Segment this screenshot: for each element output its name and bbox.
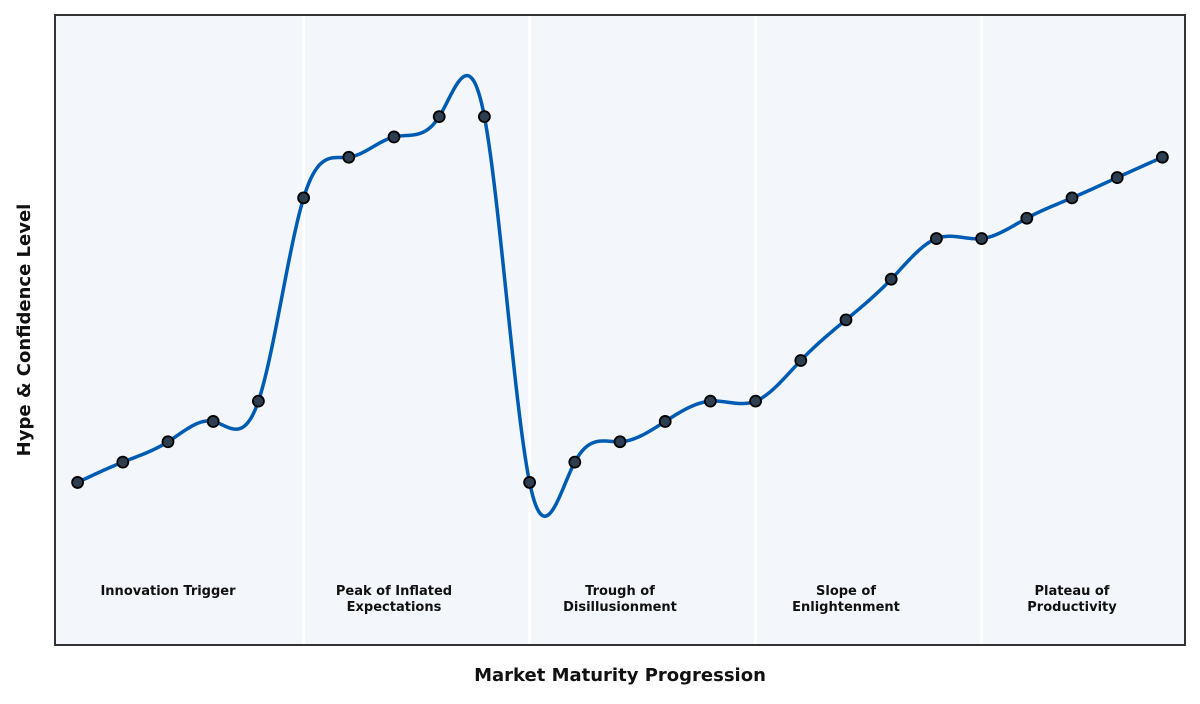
- phase-label: Innovation Trigger: [100, 584, 236, 599]
- data-point: [477, 110, 491, 124]
- data-point: [161, 435, 175, 449]
- data-point: [297, 191, 311, 205]
- phase-label: Slope of Enlightenment: [792, 584, 900, 615]
- data-point: [613, 435, 627, 449]
- data-point: [432, 110, 446, 124]
- data-point: [704, 394, 717, 408]
- data-point: [206, 415, 220, 428]
- data-point: [839, 313, 853, 327]
- data-point: [975, 232, 988, 245]
- plot-frame: [54, 14, 1186, 646]
- data-point: [116, 455, 130, 469]
- phase-label: Plateau of Productivity: [1027, 584, 1117, 615]
- data-point: [884, 272, 898, 286]
- data-point: [749, 394, 762, 408]
- data-point: [71, 476, 84, 489]
- data-point: [568, 455, 582, 469]
- data-point: [1156, 150, 1169, 164]
- data-point: [387, 130, 401, 144]
- data-point: [1020, 211, 1034, 225]
- data-point: [930, 232, 943, 245]
- data-point: [794, 354, 808, 367]
- x-axis-label: Market Maturity Progression: [474, 665, 766, 686]
- data-point: [342, 150, 356, 164]
- data-point: [658, 415, 672, 428]
- plot-background: [55, 15, 1185, 645]
- y-axis-label: Hype & Confidence Level: [14, 204, 35, 457]
- phase-label: Trough of Disillusionment: [563, 584, 677, 615]
- data-point: [251, 394, 265, 408]
- data-point: [1110, 171, 1124, 184]
- data-point: [1065, 191, 1079, 205]
- data-point: [523, 476, 536, 489]
- phase-label: Peak of Inflated Expectations: [336, 584, 452, 615]
